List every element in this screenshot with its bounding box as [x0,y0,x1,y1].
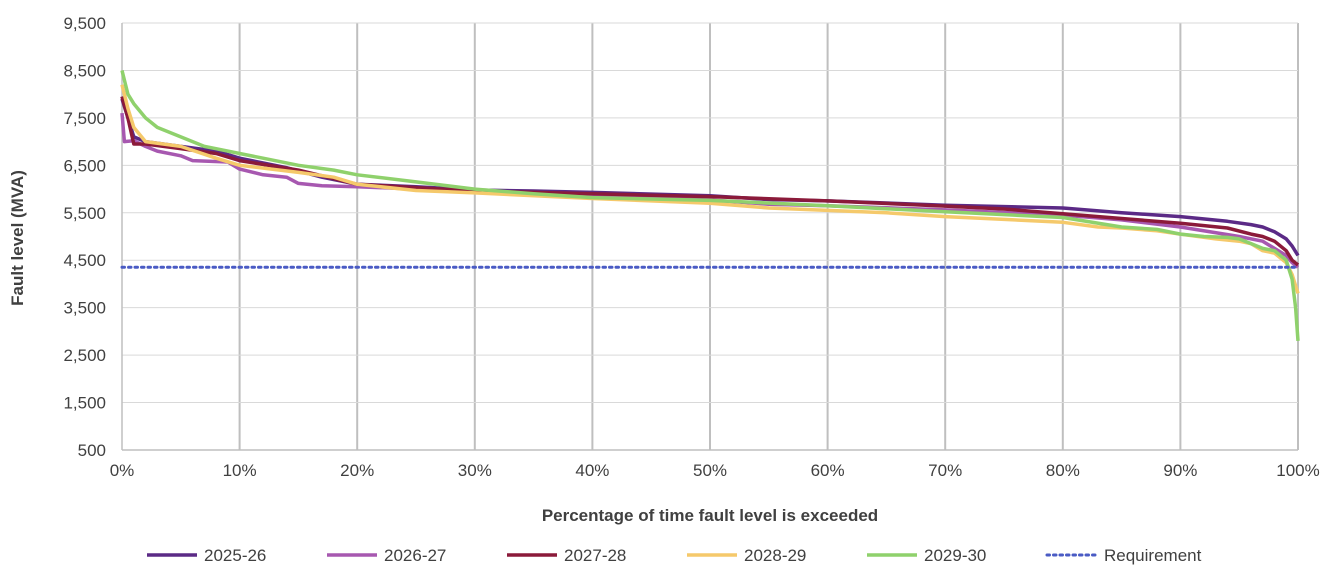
x-tick-label: 50% [693,461,727,480]
y-tick-label: 7,500 [63,109,106,128]
axes [121,23,1298,451]
y-tick-label: 3,500 [63,299,106,318]
x-axis-title: Percentage of time fault level is exceed… [542,506,878,525]
x-tick-label: 40% [575,461,609,480]
y-tick-label: 1,500 [63,394,106,413]
y-axis-title: Fault level (MVA) [8,170,27,306]
x-tick-label: 0% [110,461,135,480]
y-tick-label: 2,500 [63,346,106,365]
y-tick-label: 4,500 [63,251,106,270]
x-tick-label: 70% [928,461,962,480]
legend-label: Requirement [1104,546,1202,565]
x-tick-label: 80% [1046,461,1080,480]
legend: 2025-26 2026-27 2027-28 2028-29 2029-30 Requi… [147,546,1202,565]
x-tick-label: 30% [458,461,492,480]
legend-label: 2029-30 [924,546,986,565]
series-lines [120,69,1300,342]
series-line-2029-30 [120,69,1300,342]
x-tick-label: 60% [811,461,845,480]
x-tick-label: 10% [223,461,257,480]
x-tick-label: 90% [1163,461,1197,480]
tick-labels: 0% 10% 20% 30% 40% 50% 60% 70% 80% 90% 100% 500 1,50… [63,14,1319,480]
grid-lines [122,22,1299,450]
y-tick-label: 5,500 [63,204,106,223]
x-tick-label: 100% [1276,461,1319,480]
y-tick-label: 8,500 [63,61,106,80]
legend-label: 2028-29 [744,546,806,565]
y-tick-label: 500 [78,441,106,460]
legend-label: 2026-27 [384,546,446,565]
legend-label: 2027-28 [564,546,626,565]
y-tick-label: 9,500 [63,14,106,33]
y-tick-label: 6,500 [63,156,106,175]
legend-label: 2025-26 [204,546,266,565]
x-tick-label: 20% [340,461,374,480]
